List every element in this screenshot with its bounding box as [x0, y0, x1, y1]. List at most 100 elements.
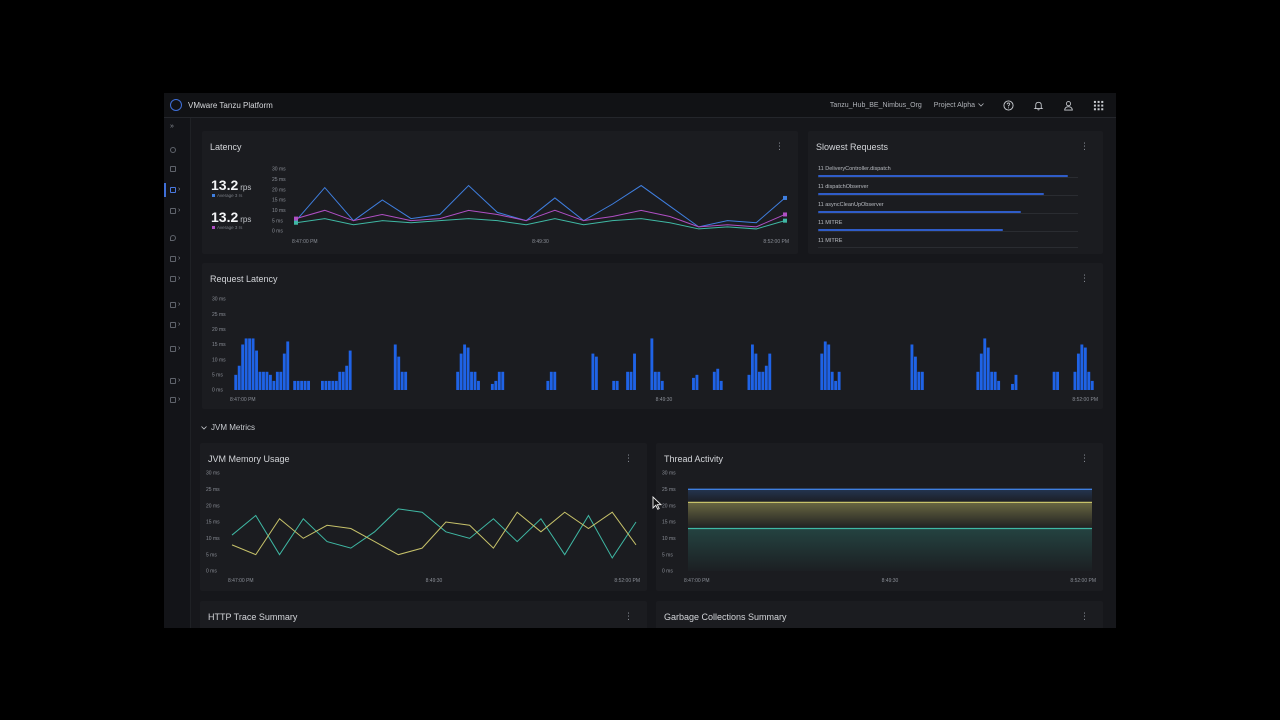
- bar: [823, 341, 827, 390]
- rps-sub-1: Average 3 rs: [212, 193, 242, 198]
- slowest-request-row[interactable]: 11 asyncCleanUpObserver: [818, 202, 1078, 214]
- sidebar-item-observability[interactable]: ›: [164, 183, 186, 197]
- y-tick-label: 0 ms: [272, 229, 283, 235]
- sidebar-item-5[interactable]: [170, 233, 186, 243]
- user-icon[interactable]: [1063, 100, 1074, 111]
- request-name: dispatchObserver: [823, 184, 869, 190]
- project-label: Project Alpha: [933, 101, 975, 109]
- sidebar: » › › › › › › › › ›: [164, 118, 191, 628]
- request-name: MITRE: [823, 238, 843, 244]
- bar: [591, 353, 595, 390]
- rps-value: 13.2: [211, 177, 239, 193]
- series-line: [231, 508, 637, 559]
- chevron-right-icon: ›: [178, 301, 181, 308]
- bar: [768, 353, 772, 390]
- bar: [979, 353, 983, 390]
- panel-title: Latency: [210, 142, 242, 152]
- box-icon: [170, 208, 176, 214]
- kebab-menu-icon[interactable]: ⋮: [624, 611, 633, 621]
- panel-title: Slowest Requests: [816, 142, 889, 152]
- project-selector[interactable]: Project Alpha: [934, 102, 984, 109]
- x-tick-label: 8:47:00 PM: [230, 397, 256, 403]
- request-duration-bar: [818, 193, 1045, 195]
- request-track: [818, 231, 1078, 232]
- kebab-menu-icon[interactable]: ⋮: [1080, 273, 1089, 283]
- gc-summary-panel: Garbage Collections Summary ⋮: [656, 601, 1103, 628]
- bar: [553, 371, 557, 390]
- bar: [976, 371, 980, 390]
- rps-sub-2: Average 3 rs: [212, 225, 242, 230]
- rps-value: 13.2: [211, 209, 239, 225]
- jvm-memory-chart: 30 ms 25 ms 20 ms 15 ms 10 ms 5 ms 0 ms 8:47:00…: [206, 471, 640, 584]
- sidebar-item-12[interactable]: ›: [170, 395, 186, 405]
- slowest-requests-panel: Slowest Requests ⋮ 11 DeliveryController…: [808, 131, 1103, 254]
- bell-icon[interactable]: [1033, 100, 1044, 111]
- slowest-request-row[interactable]: 11 dispatchObserver: [818, 184, 1078, 196]
- bar: [830, 371, 834, 390]
- bar: [1076, 353, 1080, 390]
- bar: [712, 371, 716, 390]
- bar: [293, 380, 297, 390]
- help-circle-icon[interactable]: [1003, 99, 1014, 111]
- bar: [338, 371, 342, 390]
- kebab-menu-icon[interactable]: ⋮: [1080, 453, 1089, 463]
- jvm-metrics-section-toggle[interactable]: JVM Metrics: [201, 423, 255, 432]
- y-tick-label: 20 ms: [206, 503, 220, 509]
- bar: [650, 338, 654, 390]
- bar: [692, 377, 695, 390]
- sidebar-item-8[interactable]: ›: [170, 300, 186, 310]
- slowest-request-row[interactable]: 11 MITRE: [818, 238, 1078, 248]
- bar: [258, 371, 262, 390]
- sidebar-item-home[interactable]: [170, 164, 186, 174]
- sidebar-item-6[interactable]: ›: [170, 254, 186, 264]
- sidebar-expand-button[interactable]: »: [170, 122, 186, 132]
- kebab-menu-icon[interactable]: ⋮: [775, 141, 784, 151]
- bar: [1083, 347, 1087, 390]
- kebab-menu-icon[interactable]: ⋮: [1080, 141, 1089, 151]
- kebab-menu-icon[interactable]: ⋮: [1080, 611, 1089, 621]
- circle-icon: [170, 147, 176, 153]
- bar: [307, 380, 310, 390]
- bar: [241, 344, 245, 390]
- lock-icon: [170, 302, 176, 308]
- rps-sub-text: Average 3 rs: [217, 193, 243, 198]
- bar: [917, 371, 921, 390]
- x-tick-label: 8:47:00 PM: [292, 239, 318, 245]
- panel-title: HTTP Trace Summary: [208, 612, 298, 622]
- bar: [695, 374, 699, 390]
- request-track: [818, 247, 1078, 248]
- org-selector[interactable]: Tanzu_Hub_BE_Nimbus_Org: [829, 101, 922, 109]
- sidebar-item-4[interactable]: ›: [170, 206, 186, 216]
- bar: [348, 350, 352, 390]
- sidebar-item-11[interactable]: ›: [170, 376, 186, 386]
- bar: [834, 380, 838, 390]
- slowest-request-row[interactable]: 11 MITRE: [818, 220, 1078, 232]
- y-tick-label: 5 ms: [206, 552, 217, 558]
- slowest-request-row[interactable]: 11 DeliveryController.dispatch: [818, 166, 1078, 178]
- request-latency-panel: Request Latency ⋮ 30 ms 25 ms 20 ms 15 ms 10…: [202, 263, 1103, 409]
- legend-swatch: [212, 194, 215, 197]
- app-title[interactable]: VMware Tanzu Platform: [188, 100, 273, 110]
- bar: [473, 371, 477, 390]
- bar: [913, 356, 917, 390]
- sidebar-item-9[interactable]: ›: [170, 320, 186, 330]
- bar: [633, 353, 636, 390]
- tanzu-logo-icon[interactable]: [170, 99, 182, 111]
- sidebar-item-1[interactable]: [170, 145, 186, 155]
- bar: [1052, 371, 1056, 390]
- x-tick-label: 8:49:30: [882, 578, 899, 584]
- request-count: 11: [818, 166, 824, 172]
- sidebar-item-10[interactable]: ›: [170, 344, 186, 354]
- kebab-menu-icon[interactable]: ⋮: [624, 453, 633, 463]
- bar: [920, 371, 924, 390]
- sidebar-item-7[interactable]: ›: [170, 274, 186, 284]
- bar: [615, 380, 619, 390]
- request-count: 11: [818, 202, 824, 208]
- columns-icon: [170, 346, 176, 352]
- bar: [265, 371, 269, 390]
- bar: [275, 371, 279, 390]
- grid-icon[interactable]: [1093, 100, 1104, 111]
- series-line: [295, 184, 786, 228]
- y-tick-label: 5 ms: [272, 218, 283, 224]
- database-icon: [170, 276, 176, 282]
